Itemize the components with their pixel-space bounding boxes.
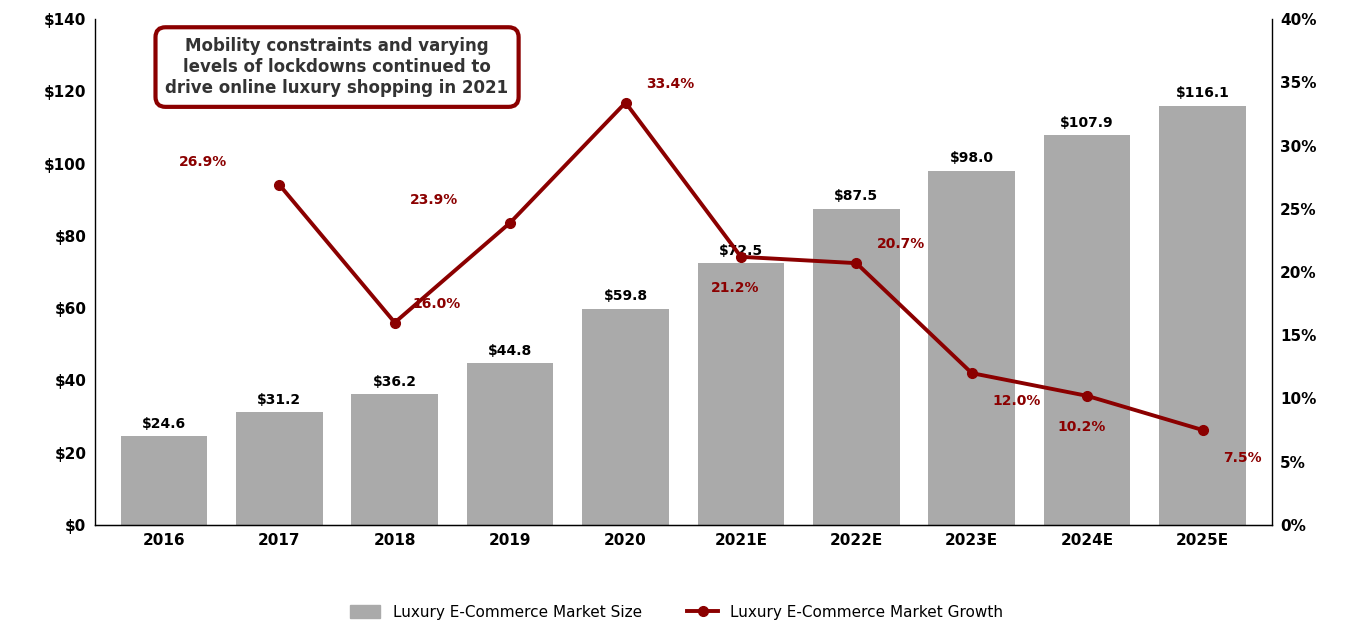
Text: $44.8: $44.8 xyxy=(488,344,532,358)
Bar xyxy=(1160,106,1246,525)
Text: 12.0%: 12.0% xyxy=(993,394,1040,408)
Text: $72.5: $72.5 xyxy=(718,244,763,257)
Bar xyxy=(928,171,1015,525)
Bar xyxy=(1045,135,1131,525)
Bar xyxy=(120,436,207,525)
Bar xyxy=(235,412,322,525)
Text: 23.9%: 23.9% xyxy=(410,193,459,207)
Text: $87.5: $87.5 xyxy=(835,189,878,204)
Text: 21.2%: 21.2% xyxy=(710,282,759,296)
Legend: Luxury E-Commerce Market Size, Luxury E-Commerce Market Growth: Luxury E-Commerce Market Size, Luxury E-… xyxy=(344,598,1009,626)
Text: $98.0: $98.0 xyxy=(950,152,993,166)
Text: 7.5%: 7.5% xyxy=(1223,451,1262,465)
Text: 33.4%: 33.4% xyxy=(647,77,694,91)
Bar xyxy=(582,309,668,525)
Text: 16.0%: 16.0% xyxy=(413,296,460,310)
Text: $31.2: $31.2 xyxy=(257,393,302,406)
Text: $116.1: $116.1 xyxy=(1176,86,1230,100)
Text: $59.8: $59.8 xyxy=(603,289,648,303)
Bar xyxy=(813,209,900,525)
Bar xyxy=(467,363,553,525)
Text: 10.2%: 10.2% xyxy=(1057,420,1105,435)
Text: Mobility constraints and varying
levels of lockdowns continued to
drive online l: Mobility constraints and varying levels … xyxy=(165,37,509,97)
Bar xyxy=(352,394,438,525)
Text: 26.9%: 26.9% xyxy=(179,155,227,169)
Bar xyxy=(698,263,785,525)
Text: $24.6: $24.6 xyxy=(142,417,185,431)
Text: $36.2: $36.2 xyxy=(373,374,417,388)
Text: 20.7%: 20.7% xyxy=(877,237,925,251)
Text: $107.9: $107.9 xyxy=(1061,116,1114,130)
